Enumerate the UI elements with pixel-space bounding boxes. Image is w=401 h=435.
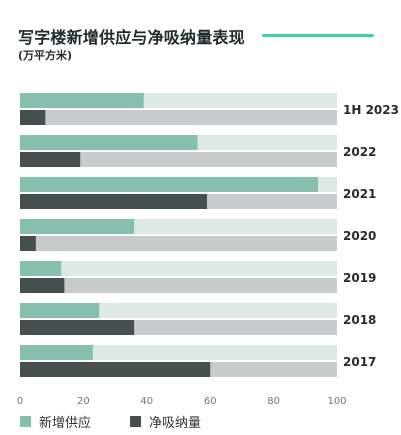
legend-label-supply: 新增供应 [39,416,92,431]
bar-track-absorption [20,278,337,293]
x-tick-label: 0 [17,396,23,407]
bar-supply [20,303,100,318]
bar-absorption [20,110,46,125]
chart-subtitle: (万平方米) [18,49,73,62]
bar-absorption [20,278,65,293]
x-tick-label: 40 [140,396,153,407]
bar-track-supply [20,261,337,276]
bar-supply [20,177,318,192]
category-label: 2019 [343,271,376,285]
bar-supply [20,345,93,360]
x-tick-label: 20 [77,396,90,407]
bar-absorption [20,152,81,167]
legend-item-supply: 新增供应 [20,412,91,431]
category-label: 2018 [343,313,376,327]
category-label: 2020 [343,229,376,243]
x-tick-label: 100 [327,396,346,407]
bar-absorption [20,236,36,251]
category-label: 1H 2023 [343,103,399,117]
bar-supply [20,93,144,108]
legend-label-absorption: 净吸纳量 [149,416,202,431]
bar-supply [20,261,62,276]
chart-title: 写字楼新增供应与净吸纳量表现 [18,28,245,47]
bar-track-absorption [20,152,337,167]
bar-track-absorption [20,110,337,125]
legend-item-absorption: 净吸纳量 [130,412,201,431]
x-tick-label: 60 [204,396,217,407]
title-accent-line [262,34,374,37]
bar-absorption [20,194,208,209]
bar-absorption [20,362,211,377]
bar-track-supply [20,345,337,360]
x-tick-label: 80 [267,396,280,407]
bar-supply [20,135,198,150]
category-label: 2022 [343,145,376,159]
category-label: 2021 [343,187,376,201]
bar-track-absorption [20,236,337,251]
legend-swatch-absorption [130,416,141,427]
bar-absorption [20,320,135,335]
legend-swatch-supply [20,416,31,427]
category-label: 2017 [343,355,376,369]
bar-supply [20,219,135,234]
